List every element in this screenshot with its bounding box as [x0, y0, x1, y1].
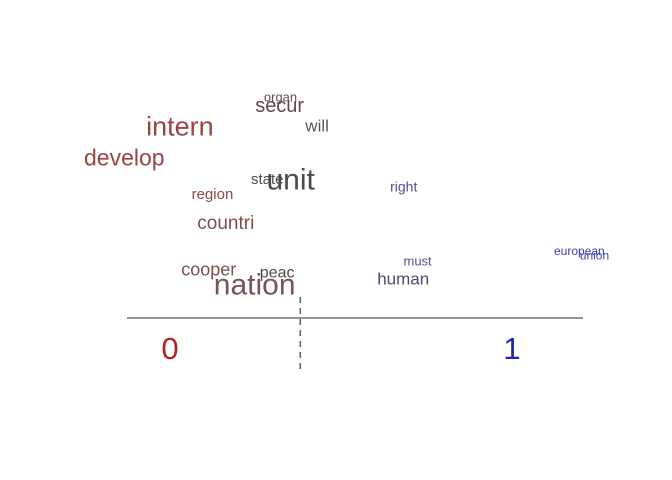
- poles-layer: 0(Topic 10)1(Topic 10): [102, 331, 580, 401]
- word-european: european: [554, 244, 605, 258]
- word-will: will: [304, 117, 329, 136]
- word-nation: nation: [214, 268, 296, 301]
- word-state: state: [251, 171, 284, 188]
- word-peac: peac: [260, 265, 295, 282]
- pole-value-0: 0: [161, 331, 178, 366]
- word-region: region: [192, 186, 234, 203]
- pole-label-1: (Topic 10): [444, 366, 580, 401]
- word-organ: organ: [264, 90, 297, 105]
- word-secur: secur: [255, 95, 304, 117]
- word-develop: develop: [84, 144, 165, 170]
- word-right: right: [390, 179, 417, 195]
- word-cooper: cooper: [181, 260, 236, 280]
- word-unit: unit: [267, 164, 316, 197]
- pole-label-0: (Topic 10): [102, 366, 238, 401]
- word-must: must: [404, 254, 433, 269]
- pole-value-1: 1: [503, 331, 520, 366]
- word-human: human: [377, 269, 429, 288]
- word-intern: intern: [146, 111, 214, 141]
- word-union: union: [580, 249, 609, 263]
- word-countri: countri: [197, 213, 254, 234]
